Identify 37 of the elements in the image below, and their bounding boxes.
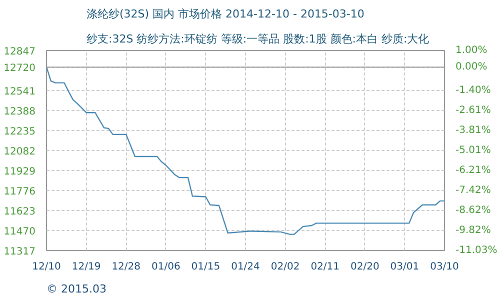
y-tick-label: 11776 (4, 186, 36, 198)
y-tick-label: 11317 (4, 246, 36, 258)
x-tick-label: 02/20 (350, 262, 380, 272)
line-series (46, 66, 444, 235)
y-tick-label: 11470 (4, 226, 36, 238)
y2-tick-label: 1.00% (456, 45, 488, 56)
chart-subtitle: 纱支:32S 纺纱方法:环锭纺 等级:一等品 股数:1股 颜色:本白 纱质:大化 (86, 32, 430, 46)
x-tick-label: 02/02 (270, 262, 300, 272)
y-tick-label: 12235 (4, 126, 36, 138)
y2-tick-label: -5.01% (456, 144, 491, 156)
x-tick-label: 12/10 (32, 262, 61, 272)
x-tick-label: 01/15 (191, 262, 220, 272)
x-tick-label: 01/24 (231, 262, 260, 272)
y2-tick-label: -11.03% (456, 245, 498, 256)
x-tick-label: 01/06 (151, 262, 180, 272)
y-tick-label: 12720 (4, 63, 36, 74)
x-tick-label: 02/11 (310, 262, 340, 272)
y2-tick-label: -3.81% (456, 124, 491, 136)
y2-tick-label: -2.61% (456, 105, 491, 116)
y-tick-label: 12541 (4, 86, 36, 98)
y2-tick-label: -7.42% (456, 184, 491, 196)
y-tick-label: 12388 (4, 106, 36, 118)
y-tick-label: 11623 (4, 206, 36, 218)
y-tick-label: 12847 (4, 46, 36, 58)
y2-tick-label: -1.40% (456, 84, 491, 96)
text: © 2015.03 (46, 282, 106, 296)
x-tick-label: 03/01 (390, 262, 420, 272)
y2-tick-label: 0.00% (456, 62, 488, 73)
y2-tick-label: -8.62% (456, 204, 491, 216)
chart-title: 涤纶纱(32S) 国内 市场价格 2014-12-10 - 2015-03-10 (86, 8, 364, 20)
x-tick-label: 12/19 (72, 262, 101, 272)
y2-tick-label: -6.21% (456, 164, 491, 176)
y2-tick-label: -9.82% (456, 224, 491, 236)
x-tick-label: 12/28 (112, 262, 141, 272)
y-tick-label: 11929 (4, 166, 36, 178)
y-tick-label: 12082 (4, 146, 36, 158)
x-tick-label: 03/10 (430, 262, 459, 272)
